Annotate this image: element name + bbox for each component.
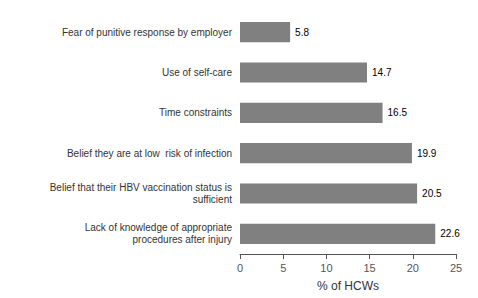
svg-text:22.6: 22.6	[440, 228, 460, 239]
svg-text:19.9: 19.9	[417, 148, 437, 159]
svg-text:Time constraints: Time constraints	[159, 107, 232, 118]
svg-text:% of HCWs: % of HCWs	[317, 279, 379, 293]
svg-text:5.8: 5.8	[295, 27, 309, 38]
svg-text:14.7: 14.7	[372, 67, 392, 78]
svg-text:Belief that their HBV vaccinat: Belief that their HBV vaccination status…	[50, 182, 232, 193]
svg-text:15: 15	[363, 262, 375, 274]
svg-text:25: 25	[450, 262, 462, 274]
svg-text:sufficient: sufficient	[193, 194, 233, 205]
svg-text:5: 5	[280, 262, 286, 274]
svg-text:0: 0	[237, 262, 243, 274]
svg-text:Fear of punitive response by e: Fear of punitive response by employer	[62, 27, 233, 38]
svg-text:10: 10	[320, 262, 332, 274]
svg-text:Use of self-care: Use of self-care	[162, 67, 232, 78]
svg-text:Lack of knowledge of appropria: Lack of knowledge of appropriate	[85, 222, 233, 233]
svg-text:20.5: 20.5	[422, 188, 442, 199]
svg-text:Belief they are at low risk o: Belief they are at low risk of infection	[67, 148, 232, 159]
svg-text:procedures after injury: procedures after injury	[133, 234, 233, 245]
svg-text:16.5: 16.5	[388, 107, 408, 118]
svg-text:20: 20	[407, 262, 419, 274]
